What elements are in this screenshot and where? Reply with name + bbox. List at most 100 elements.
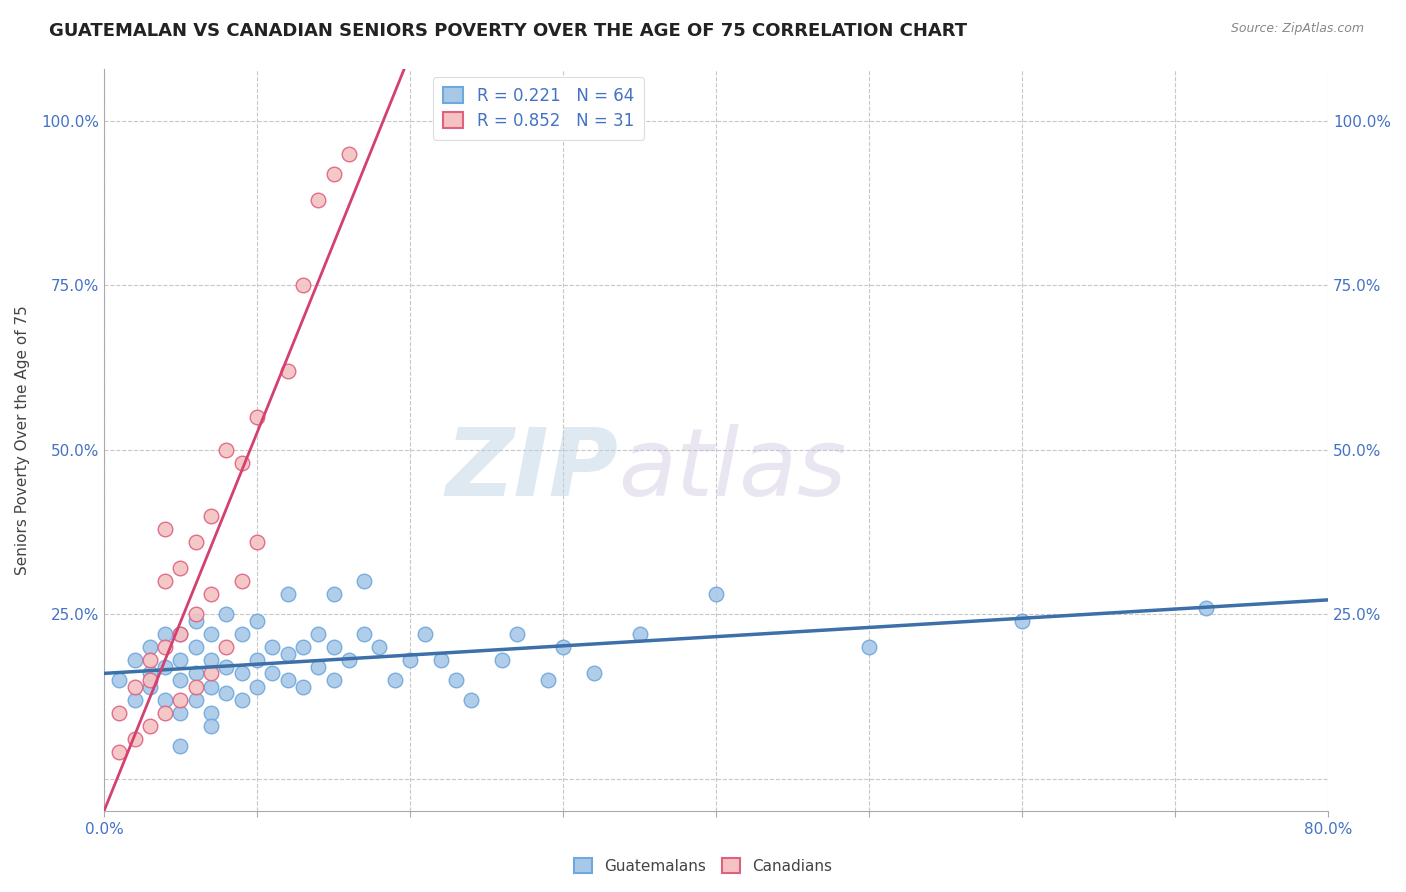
Point xyxy=(153,692,176,706)
Point xyxy=(169,673,191,687)
Point xyxy=(169,627,191,641)
Point xyxy=(277,647,299,661)
Point xyxy=(184,607,207,622)
Point xyxy=(215,660,238,674)
Point xyxy=(506,627,529,641)
Point xyxy=(153,627,176,641)
Point xyxy=(200,719,222,733)
Text: GUATEMALAN VS CANADIAN SENIORS POVERTY OVER THE AGE OF 75 CORRELATION CHART: GUATEMALAN VS CANADIAN SENIORS POVERTY O… xyxy=(49,22,967,40)
Point xyxy=(139,680,162,694)
Point xyxy=(184,666,207,681)
Point xyxy=(184,614,207,628)
Point xyxy=(277,587,299,601)
Point xyxy=(704,587,727,601)
Point xyxy=(139,673,162,687)
Point xyxy=(277,673,299,687)
Point xyxy=(184,640,207,654)
Point xyxy=(246,534,269,549)
Point xyxy=(858,640,880,654)
Point xyxy=(215,607,238,622)
Point xyxy=(429,653,451,667)
Point xyxy=(153,522,176,536)
Point xyxy=(153,706,176,720)
Point xyxy=(291,680,314,694)
Point xyxy=(200,653,222,667)
Point xyxy=(460,692,482,706)
Point xyxy=(368,640,391,654)
Legend: R = 0.221   N = 64, R = 0.852   N = 31: R = 0.221 N = 64, R = 0.852 N = 31 xyxy=(433,77,644,139)
Point xyxy=(277,364,299,378)
Point xyxy=(169,561,191,575)
Point xyxy=(399,653,422,667)
Point xyxy=(200,666,222,681)
Point xyxy=(139,653,162,667)
Point xyxy=(231,666,253,681)
Point xyxy=(124,653,146,667)
Point xyxy=(1011,614,1033,628)
Point xyxy=(415,627,437,641)
Point xyxy=(124,680,146,694)
Point xyxy=(582,666,605,681)
Point xyxy=(322,673,344,687)
Point xyxy=(307,660,329,674)
Point xyxy=(200,680,222,694)
Text: atlas: atlas xyxy=(619,425,846,516)
Point xyxy=(153,660,176,674)
Point xyxy=(246,653,269,667)
Point xyxy=(184,692,207,706)
Point xyxy=(384,673,406,687)
Point xyxy=(291,640,314,654)
Point xyxy=(262,666,284,681)
Point xyxy=(307,627,329,641)
Point xyxy=(322,640,344,654)
Point xyxy=(231,456,253,470)
Point xyxy=(337,147,360,161)
Point xyxy=(200,706,222,720)
Point xyxy=(124,692,146,706)
Point xyxy=(262,640,284,654)
Point xyxy=(124,732,146,747)
Legend: Guatemalans, Canadians: Guatemalans, Canadians xyxy=(568,852,838,880)
Point xyxy=(139,640,162,654)
Point xyxy=(108,673,131,687)
Point xyxy=(353,627,375,641)
Y-axis label: Seniors Poverty Over the Age of 75: Seniors Poverty Over the Age of 75 xyxy=(15,305,30,574)
Point xyxy=(215,686,238,700)
Point xyxy=(1195,600,1218,615)
Point xyxy=(184,680,207,694)
Point xyxy=(246,614,269,628)
Point xyxy=(551,640,574,654)
Point xyxy=(231,574,253,589)
Point xyxy=(169,739,191,753)
Point xyxy=(200,587,222,601)
Point xyxy=(108,706,131,720)
Point xyxy=(153,574,176,589)
Point xyxy=(200,508,222,523)
Point xyxy=(307,193,329,207)
Point xyxy=(444,673,467,687)
Point xyxy=(491,653,513,667)
Point xyxy=(322,587,344,601)
Point xyxy=(231,692,253,706)
Point xyxy=(108,745,131,759)
Text: Source: ZipAtlas.com: Source: ZipAtlas.com xyxy=(1230,22,1364,36)
Text: ZIP: ZIP xyxy=(446,424,619,516)
Point xyxy=(184,534,207,549)
Point xyxy=(215,640,238,654)
Point xyxy=(246,680,269,694)
Point xyxy=(322,167,344,181)
Point xyxy=(231,627,253,641)
Point xyxy=(169,706,191,720)
Point xyxy=(291,278,314,293)
Point xyxy=(337,653,360,667)
Point xyxy=(169,653,191,667)
Point xyxy=(628,627,651,641)
Point xyxy=(139,719,162,733)
Point xyxy=(215,442,238,457)
Point xyxy=(537,673,560,687)
Point xyxy=(246,409,269,424)
Point xyxy=(139,666,162,681)
Point xyxy=(169,627,191,641)
Point xyxy=(153,640,176,654)
Point xyxy=(353,574,375,589)
